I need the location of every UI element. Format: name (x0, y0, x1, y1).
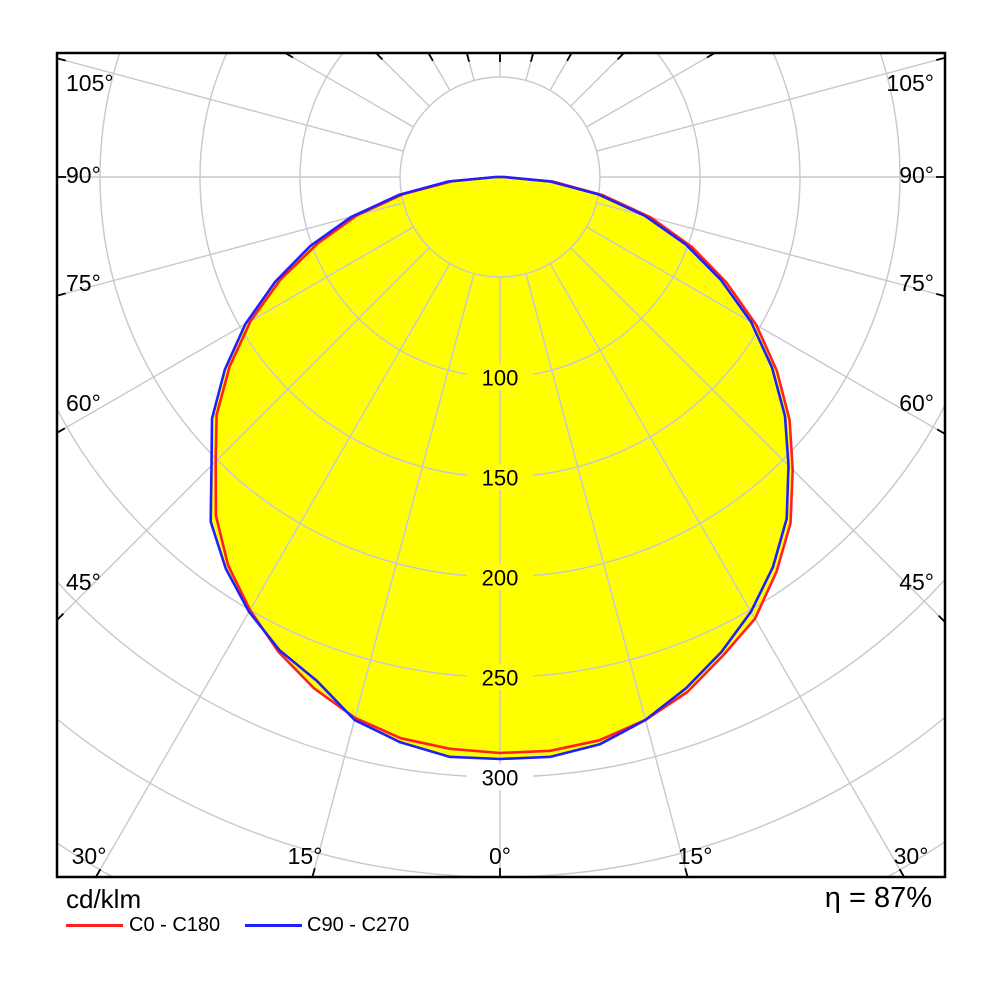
svg-text:60°: 60° (66, 390, 101, 416)
radial-tick-labels: 100 150 200 250 300 (467, 364, 533, 791)
svg-text:30°: 30° (894, 843, 929, 869)
c90-c270-label: C90 - C270 (307, 914, 410, 936)
angle-labels: 105° 90° 75° 60° 45° 105° 90° 75° 60° 45° 30° 15° 0°… (66, 70, 934, 869)
svg-text:300: 300 (482, 766, 519, 791)
svg-text:90°: 90° (66, 162, 101, 188)
efficiency-label: η = 87% (824, 882, 932, 914)
svg-text:75°: 75° (66, 270, 101, 296)
svg-text:30°: 30° (72, 843, 107, 869)
svg-text:100: 100 (482, 366, 519, 391)
chart-frame (55, 51, 947, 879)
svg-text:15°: 15° (678, 843, 713, 869)
c0-c180-label: C0 - C180 (129, 914, 221, 936)
svg-text:45°: 45° (66, 569, 101, 595)
c90-c270-line-swatch (245, 924, 302, 927)
svg-text:15°: 15° (288, 843, 323, 869)
svg-text:60°: 60° (899, 390, 934, 416)
units-label: cd/klm (66, 884, 142, 914)
svg-text:75°: 75° (899, 270, 934, 296)
svg-text:45°: 45° (899, 569, 934, 595)
svg-text:90°: 90° (899, 162, 934, 188)
svg-text:105°: 105° (886, 70, 934, 96)
curve-c0-c180 (214, 175, 795, 755)
curve-c90-c270 (209, 175, 790, 761)
c0-c180-line-swatch (66, 924, 123, 927)
svg-text:200: 200 (482, 566, 519, 591)
svg-text:150: 150 (482, 466, 519, 491)
frame-ticks (56, 52, 946, 878)
svg-text:0°: 0° (489, 843, 511, 869)
svg-text:105°: 105° (66, 70, 114, 96)
intensity-curves (209, 175, 795, 761)
svg-text:250: 250 (482, 666, 519, 691)
